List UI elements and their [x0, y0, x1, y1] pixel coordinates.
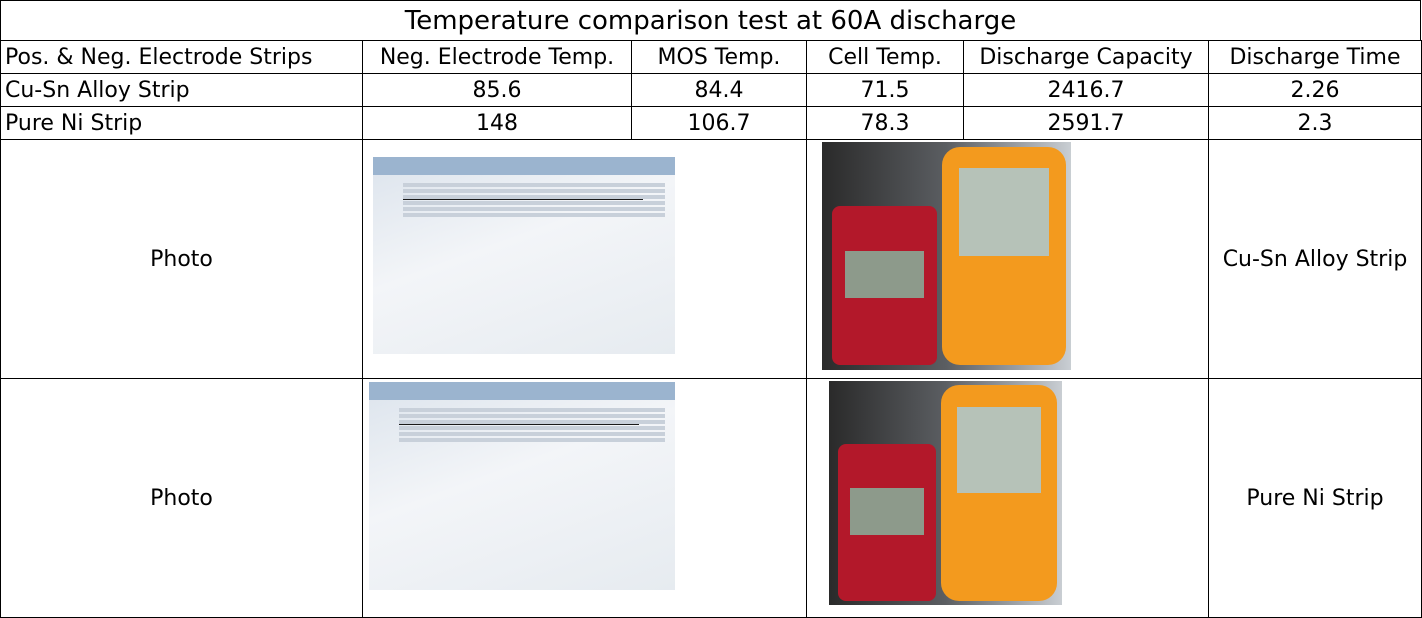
header-cell: MOS Temp.: [631, 40, 807, 74]
photo-caption: Cu-Sn Alloy Strip: [1208, 139, 1422, 379]
table-cell: 2.3: [1208, 106, 1422, 140]
screen-row: [399, 438, 665, 442]
screen-row: [399, 420, 665, 424]
screen-row: [399, 414, 665, 418]
screen-row: [403, 183, 665, 187]
table-cell: Cu-Sn Alloy Strip: [0, 73, 363, 107]
screen-row: [399, 408, 665, 412]
screen-row: [403, 213, 665, 217]
dual-thermometer: [831, 205, 937, 366]
header-cell: Neg. Electrode Temp.: [362, 40, 632, 74]
header-cell: Pos. & Neg. Electrode Strips: [0, 40, 363, 74]
smart-sensor-thermometer: [940, 385, 1058, 601]
photo-label: Photo: [0, 378, 363, 618]
photo-caption: Pure Ni Strip: [1208, 378, 1422, 618]
meter-display: [957, 406, 1042, 493]
table-cell: 2591.7: [963, 106, 1209, 140]
screen-row: [399, 426, 665, 430]
screen-row: [403, 207, 665, 211]
smart-sensor-thermometer: [941, 146, 1067, 366]
dual-thermometer: [838, 443, 937, 601]
table-cell: 106.7: [631, 106, 807, 140]
screen-row: [399, 432, 665, 436]
screen-photo: [369, 382, 675, 590]
meter-display: [850, 487, 925, 535]
photo-label: Photo: [0, 139, 363, 379]
table-cell: 71.5: [806, 73, 964, 107]
meter-display: [844, 250, 924, 299]
table-cell: 78.3: [806, 106, 964, 140]
table-cell: 84.4: [631, 73, 807, 107]
meter-photo: [829, 381, 1062, 605]
table-cell: 85.6: [362, 73, 632, 107]
screen-row: [403, 189, 665, 193]
meter-photo: [822, 142, 1071, 370]
table-title: Temperature comparison test at 60A disch…: [0, 0, 1421, 41]
header-cell: Cell Temp.: [806, 40, 964, 74]
table-cell: Pure Ni Strip: [0, 106, 363, 140]
screen-row: [403, 195, 665, 199]
header-cell: Discharge Time: [1208, 40, 1422, 74]
meter-display: [958, 168, 1049, 256]
screen-row: [403, 201, 665, 205]
table-cell: 148: [362, 106, 632, 140]
table-cell: 2416.7: [963, 73, 1209, 107]
screen-photo: [373, 157, 675, 354]
table-cell: 2.26: [1208, 73, 1422, 107]
header-cell: Discharge Capacity: [963, 40, 1209, 74]
